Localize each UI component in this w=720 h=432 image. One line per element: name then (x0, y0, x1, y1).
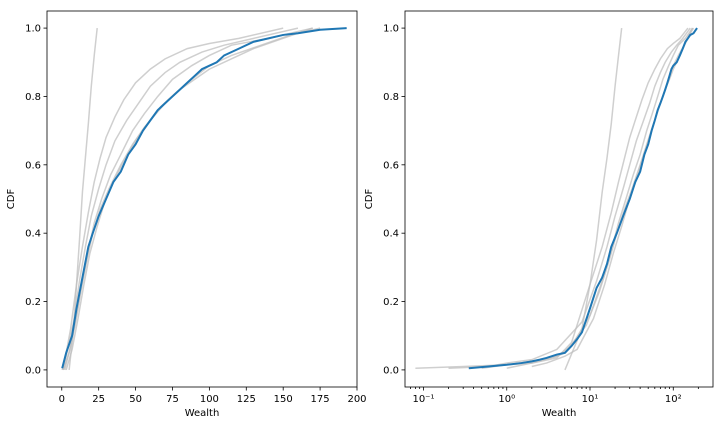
ax1-main-cdf-line (468, 27, 698, 370)
ax1-y-tick-label: 0.4 (383, 229, 399, 240)
right-cdf-panel: 10⁻¹ 10⁰ 10¹ 10² 0.0 0.2 0.4 0.6 0.8 1.0 Wealth CDF (364, 10, 714, 419)
ax1-y-tick-label: 1.0 (383, 24, 399, 35)
ax1-sample-cdf-line-4 (506, 27, 694, 369)
ax1-y-tick-label: 0.8 (383, 92, 399, 103)
ax1-axes-frame (404, 10, 714, 388)
ax1-y-tick-label: 0.2 (383, 297, 399, 308)
ax0-x-tick-label: 75 (166, 394, 179, 405)
ax0-y-tick-label: 0.2 (25, 297, 41, 308)
ax0-sample-cdf-line-4 (62, 27, 313, 371)
ax0-x-tick-label: 0 (59, 394, 65, 405)
ax0-y-axis-label: CDF (6, 189, 17, 210)
ax0-x-tick-label: 150 (274, 394, 293, 405)
ax1-x-tick-label: 10¹ (582, 394, 599, 405)
ax1-y-tick-label: 0.0 (383, 365, 399, 376)
ax1-sample-cdf-line-0 (564, 28, 623, 371)
left-cdf-panel: 0 25 50 75 100 125 150 175 200 0.0 0.2 0.4 0.6 0.8 1.0… (6, 10, 367, 419)
ax0-x-tick-label: 50 (129, 394, 142, 405)
ax0-x-tick-label: 25 (92, 394, 105, 405)
ax0-y-tick-label: 1.0 (25, 24, 41, 35)
ax1-x-tick-label: 10⁻¹ (412, 394, 434, 405)
ax1-sample-cdf-line-2 (448, 27, 691, 369)
ax0-main-cdf-line (61, 27, 347, 369)
ax0-x-axis-label: Wealth (185, 408, 220, 419)
ax0-y-tick-label: 0.0 (25, 365, 41, 376)
ax0-y-tick-label: 0.6 (25, 160, 41, 171)
ax1-x-tick-label: 10² (665, 394, 682, 405)
ax0-x-tick-label: 125 (237, 394, 256, 405)
ax0-sample-cdf-line-3 (63, 27, 313, 371)
ax0-x-tick-label: 100 (200, 394, 219, 405)
ax1-x-axis-label: Wealth (542, 408, 577, 419)
ax1-x-tick-label: 10⁰ (498, 394, 515, 405)
ax0-sample-cdf-line-5 (65, 27, 321, 371)
ax0-x-tick-label: 200 (347, 394, 366, 405)
ax0-y-tick-label: 0.4 (25, 229, 41, 240)
ax1-y-axis-label: CDF (364, 189, 375, 210)
ax0-y-tick-label: 0.8 (25, 92, 41, 103)
ax0-sample-cdf-line-1 (61, 27, 284, 371)
ax0-x-tick-label: 175 (311, 394, 330, 405)
ax1-y-tick-label: 0.6 (383, 160, 399, 171)
ax1-sample-cdf-line-1 (415, 27, 689, 369)
ax0-sample-cdf-line-2 (62, 27, 299, 371)
ax0-axes-frame (46, 10, 358, 388)
